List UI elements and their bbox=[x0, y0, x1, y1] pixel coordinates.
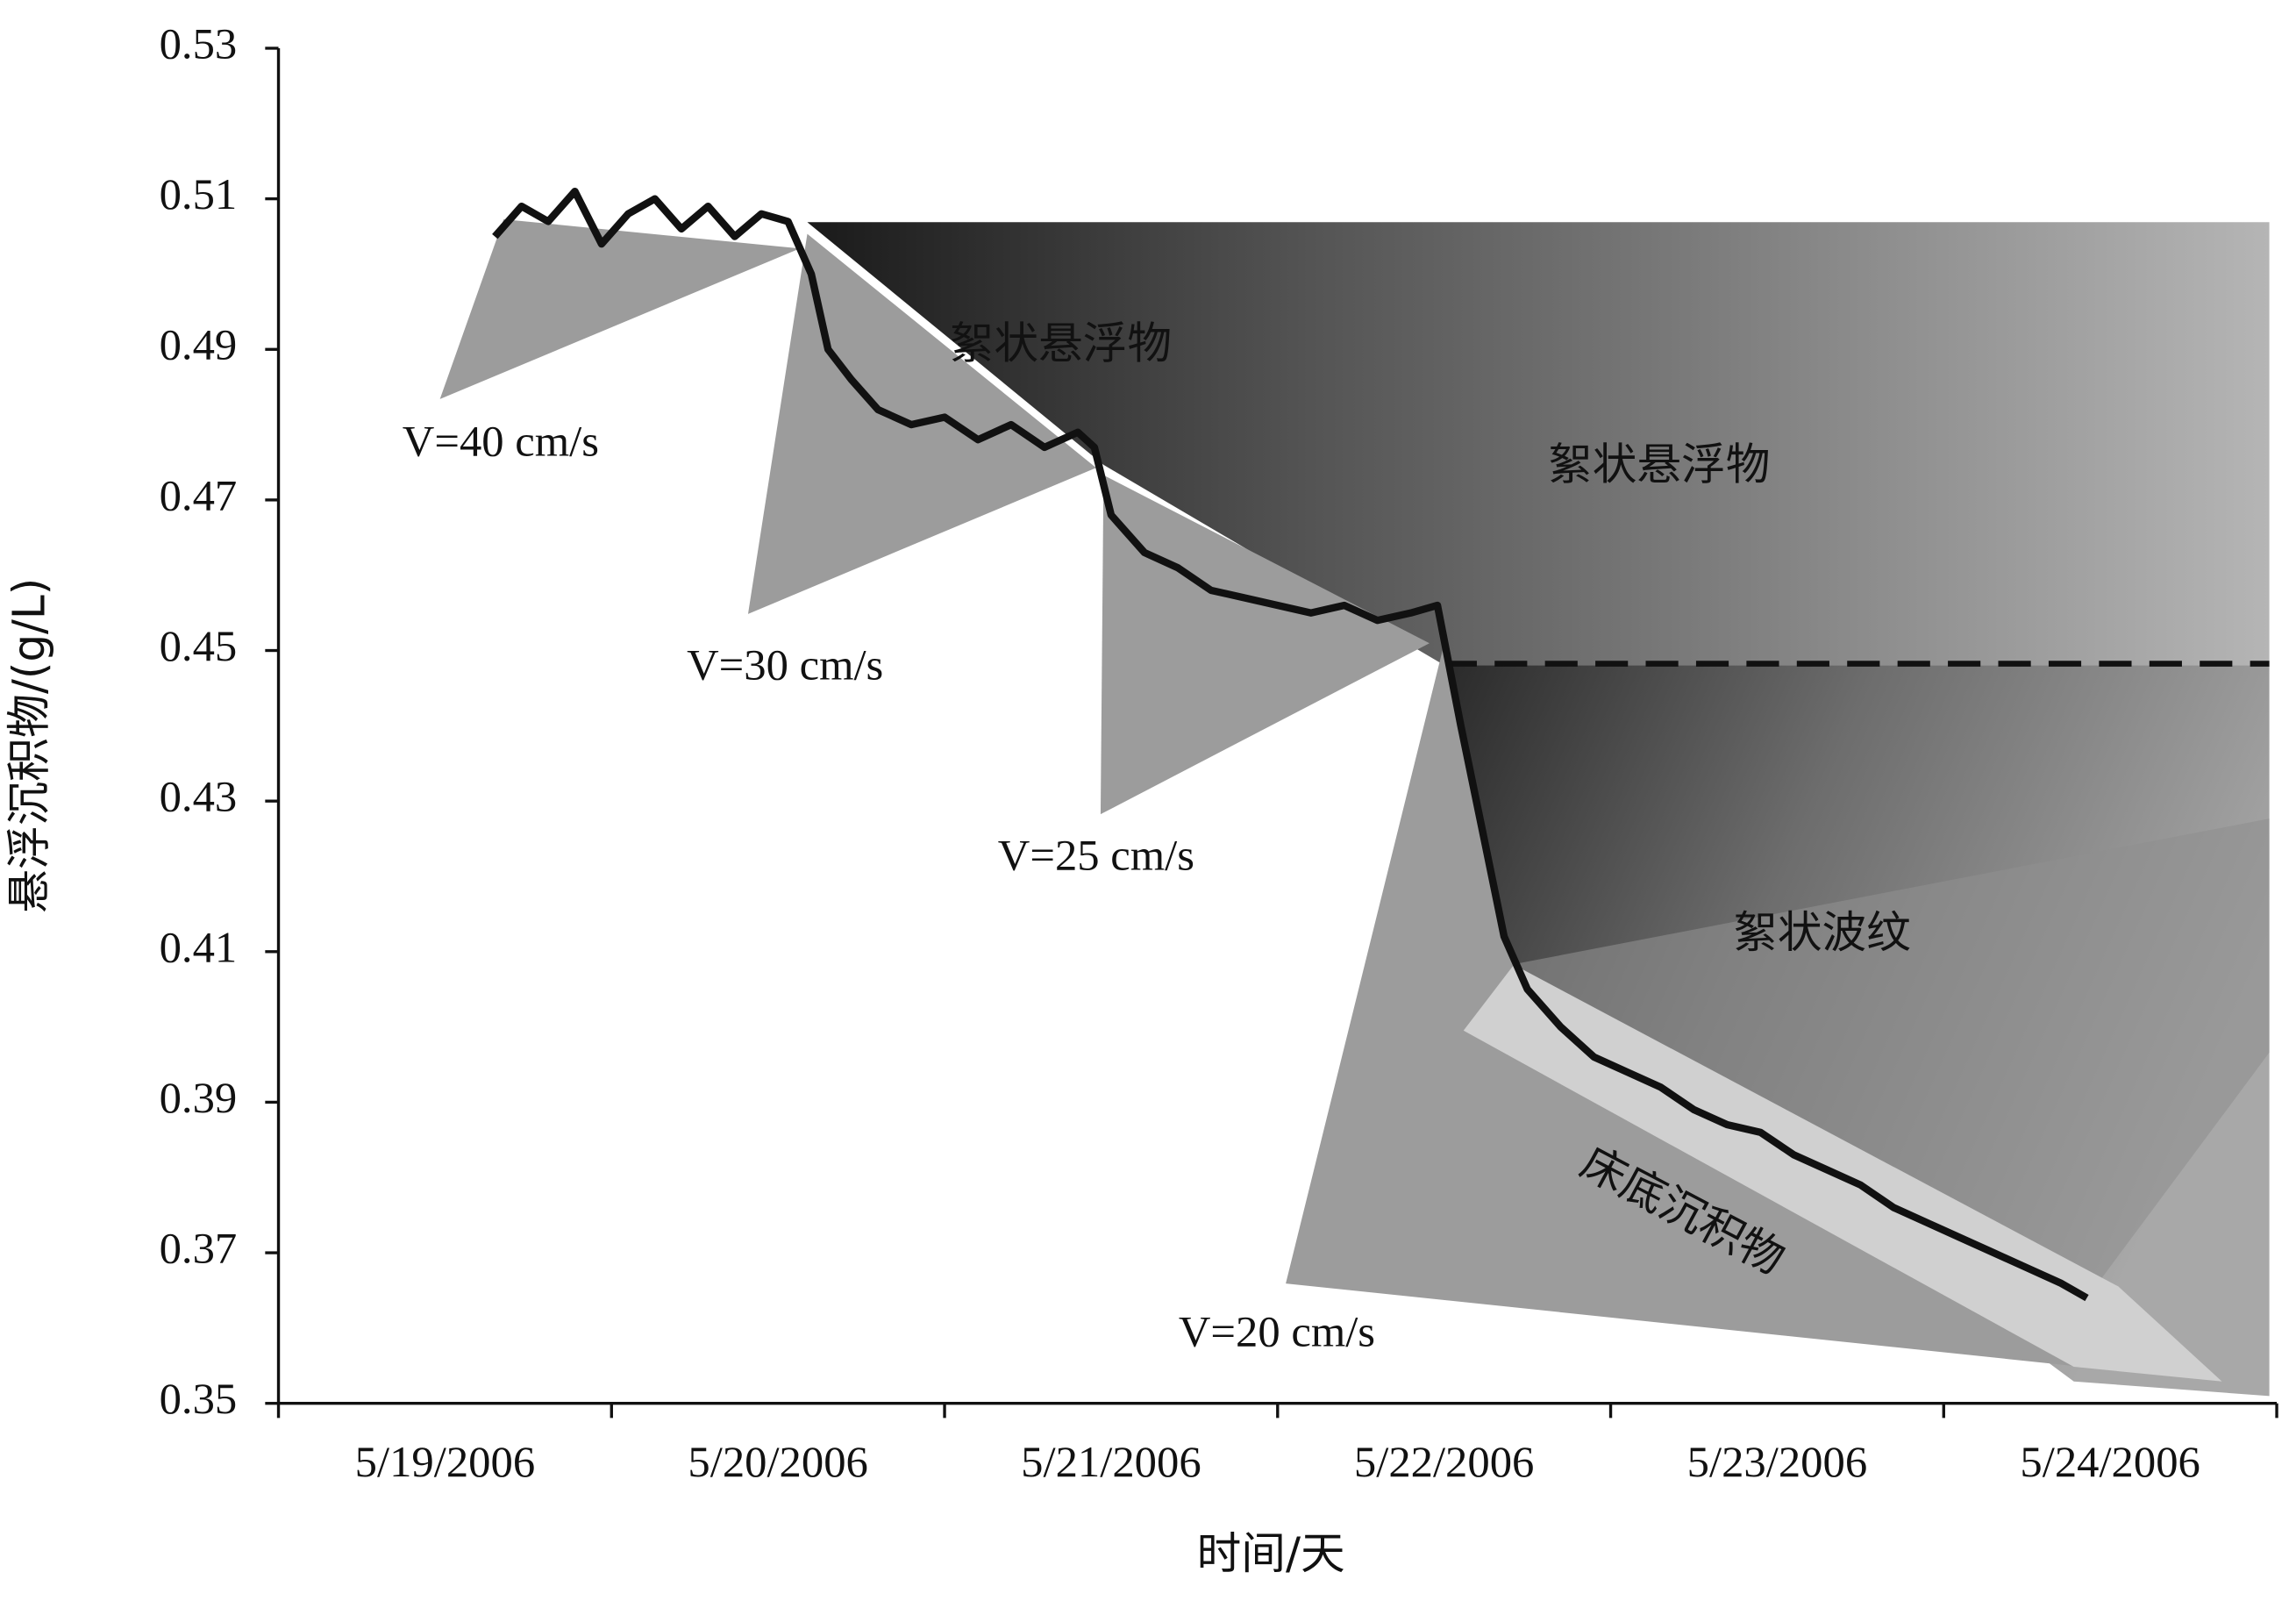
y-tick-label: 0.43 bbox=[160, 772, 238, 821]
y-tick-label: 0.49 bbox=[160, 320, 238, 369]
x-tick-label: 5/24/2006 bbox=[2020, 1437, 2200, 1486]
annotation: V=20 cm/s bbox=[1179, 1307, 1375, 1356]
background-photo bbox=[807, 222, 2270, 1397]
x-tick-label: 5/21/2006 bbox=[1021, 1437, 1201, 1486]
x-tick-label: 5/22/2006 bbox=[1354, 1437, 1534, 1486]
annotation: V=30 cm/s bbox=[687, 640, 883, 690]
y-tick-label: 0.53 bbox=[160, 19, 238, 68]
annotation: 絮状波纹 bbox=[1733, 906, 1911, 958]
y-tick-label: 0.45 bbox=[160, 621, 238, 670]
x-tick-label: 5/19/2006 bbox=[355, 1437, 535, 1486]
y-axis-label: 悬浮沉积物/(g/L) bbox=[3, 578, 54, 913]
y-tick-label: 0.39 bbox=[160, 1073, 238, 1122]
y-tick-label: 0.41 bbox=[160, 923, 238, 972]
x-tick-label: 5/23/2006 bbox=[1687, 1437, 1867, 1486]
y-tick-label: 0.35 bbox=[160, 1374, 238, 1423]
annotation: V=25 cm/s bbox=[998, 831, 1194, 880]
y-tick-label: 0.51 bbox=[160, 169, 238, 218]
y-tick-label: 0.37 bbox=[160, 1224, 238, 1273]
annotation: 絮状悬浮物 bbox=[950, 318, 1172, 369]
x-axis-label: 时间/天 bbox=[1197, 1527, 1345, 1579]
annotation: V=40 cm/s bbox=[403, 417, 599, 466]
data-line bbox=[492, 187, 2089, 1302]
x-tick-label: 5/20/2006 bbox=[688, 1437, 867, 1486]
annotation: 絮状悬浮物 bbox=[1548, 439, 1770, 490]
y-tick-label: 0.47 bbox=[160, 471, 238, 520]
